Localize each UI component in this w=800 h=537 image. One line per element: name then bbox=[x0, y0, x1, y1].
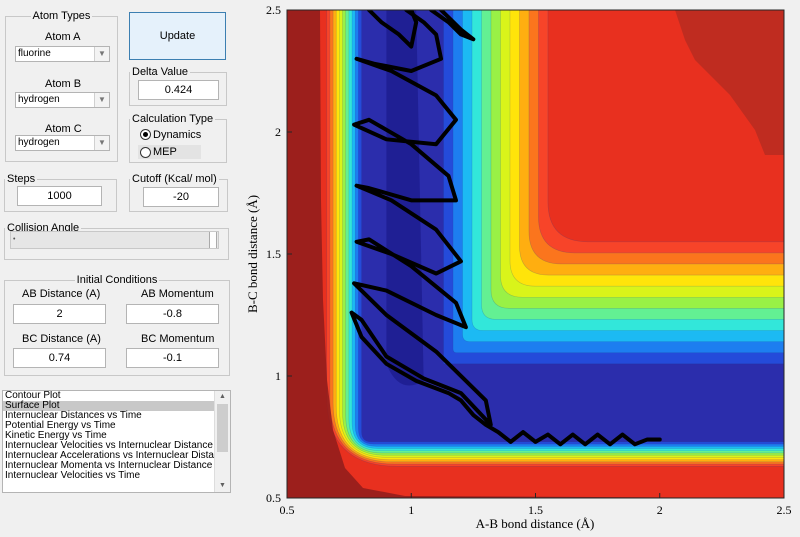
list-item[interactable]: Internuclear Distances vs Time bbox=[5, 410, 142, 421]
trajectory-path-upper bbox=[367, 10, 419, 49]
cutoff-input[interactable]: -20 bbox=[143, 187, 219, 207]
calculation-type-legend: Calculation Type bbox=[132, 113, 214, 125]
atom-a-value: fluorine bbox=[18, 48, 51, 59]
energy-band-9 bbox=[354, 10, 784, 447]
contour-plot: 0.5 1 1.5 2 2.5 0.5 1 1.5 2 2.5 A-B bond distance… bbox=[235, 0, 800, 534]
y-tick-label: 1.5 bbox=[266, 247, 281, 261]
axis-ticks: 0.5 1 1.5 2 2.5 0.5 1 1.5 2 2.5 bbox=[266, 3, 792, 517]
atom-a-label: Atom A bbox=[45, 31, 81, 43]
mep-radio[interactable] bbox=[140, 147, 151, 158]
delta-value-panel: Delta Value bbox=[129, 66, 227, 106]
slider-thumb[interactable] bbox=[209, 232, 217, 248]
x-tick-label: 0.5 bbox=[280, 503, 295, 517]
y-tick-label: 2.5 bbox=[266, 3, 281, 17]
y-axis-label: B-C bond distance (Å) bbox=[245, 195, 260, 313]
chevron-down-icon[interactable]: ▼ bbox=[94, 93, 109, 107]
list-item[interactable]: Potential Energy vs Time bbox=[5, 420, 116, 431]
dynamics-radio[interactable] bbox=[140, 129, 151, 140]
bc-momentum-input[interactable]: -0.1 bbox=[126, 348, 219, 368]
atom-c-value: hydrogen bbox=[18, 137, 60, 148]
list-item-selected[interactable]: Surface Plot bbox=[3, 401, 215, 411]
list-scrollbar[interactable]: ▲ ▼ bbox=[214, 391, 230, 492]
trajectory-path bbox=[349, 10, 662, 447]
x-axis-label: A-B bond distance (Å) bbox=[476, 516, 595, 531]
chevron-down-icon[interactable]: ▼ bbox=[94, 47, 109, 61]
atom-types-legend: Atom Types bbox=[32, 10, 91, 22]
initial-conditions-legend: Initial Conditions bbox=[76, 274, 158, 286]
slider-left-arrow[interactable]: • bbox=[13, 236, 16, 243]
list-item[interactable]: Internuclear Velocities vs Time bbox=[5, 470, 141, 481]
chevron-down-icon[interactable]: ▼ bbox=[94, 136, 109, 150]
atom-c-select[interactable]: hydrogen ▼ bbox=[15, 135, 110, 151]
cutoff-panel: Cutoff (Kcal/ mol) bbox=[129, 173, 228, 212]
x-tick-label: 2 bbox=[657, 503, 663, 517]
list-item[interactable]: Internuclear Momenta vs Internuclear Dis… bbox=[5, 460, 213, 471]
scroll-up-arrow-icon[interactable]: ▲ bbox=[219, 393, 226, 400]
ab-distance-input[interactable]: 2 bbox=[13, 304, 106, 324]
list-item[interactable]: Internuclear Accelerations vs Internucle… bbox=[5, 450, 231, 461]
y-tick-label: 1 bbox=[275, 369, 281, 383]
initial-conditions-panel: Initial Conditions bbox=[4, 274, 230, 376]
surface-layer bbox=[287, 10, 784, 498]
mep-label: MEP bbox=[153, 146, 177, 158]
update-button[interactable]: Update bbox=[129, 12, 226, 60]
trajectory-layer bbox=[349, 10, 662, 447]
mep-option-background bbox=[138, 145, 201, 159]
high-energy-region-left bbox=[287, 10, 784, 498]
x-tick-label: 2.5 bbox=[777, 503, 792, 517]
atom-b-value: hydrogen bbox=[18, 94, 60, 105]
atom-b-label: Atom B bbox=[45, 78, 82, 90]
atom-b-select[interactable]: hydrogen ▼ bbox=[15, 92, 110, 108]
ab-momentum-input[interactable]: -0.8 bbox=[126, 304, 219, 324]
ab-distance-label: AB Distance (A) bbox=[22, 288, 101, 300]
x-tick-label: 1 bbox=[408, 503, 414, 517]
ab-momentum-label: AB Momentum bbox=[141, 288, 214, 300]
cutoff-legend: Cutoff (Kcal/ mol) bbox=[132, 173, 217, 185]
atom-a-select[interactable]: fluorine ▼ bbox=[15, 46, 110, 62]
steps-legend: Steps bbox=[7, 173, 36, 185]
bc-distance-label: BC Distance (A) bbox=[22, 333, 101, 345]
energy-bands bbox=[326, 10, 784, 467]
atom-types-panel: Atom Types bbox=[5, 10, 118, 162]
steps-panel: Steps bbox=[4, 173, 117, 212]
list-item[interactable]: Internuclear Velocities vs Internuclear … bbox=[5, 440, 213, 451]
delta-value-input[interactable]: 0.424 bbox=[138, 80, 219, 100]
bc-distance-input[interactable]: 0.74 bbox=[13, 348, 106, 368]
y-tick-label: 2 bbox=[275, 125, 281, 139]
dynamics-label: Dynamics bbox=[153, 129, 202, 141]
high-energy-region-topright bbox=[675, 10, 784, 155]
scroll-down-arrow-icon[interactable]: ▼ bbox=[219, 482, 226, 489]
list-item[interactable]: Kinetic Energy vs Time bbox=[5, 430, 107, 441]
x-tick-label: 1.5 bbox=[528, 503, 543, 517]
scroll-thumb[interactable] bbox=[217, 404, 228, 452]
trajectory-path-top bbox=[429, 10, 476, 42]
delta-value-legend: Delta Value bbox=[132, 66, 189, 78]
calculation-type-panel: Calculation Type bbox=[129, 113, 227, 163]
list-item[interactable]: Contour Plot bbox=[5, 390, 61, 401]
collision-angle-slider[interactable]: • bbox=[10, 231, 219, 249]
y-tick-label: 0.5 bbox=[266, 491, 281, 505]
plot-type-list[interactable]: Contour Plot Surface Plot Internuclear D… bbox=[2, 390, 231, 493]
atom-c-label: Atom C bbox=[45, 123, 82, 135]
bc-momentum-label: BC Momentum bbox=[141, 333, 215, 345]
steps-input[interactable]: 1000 bbox=[17, 186, 102, 206]
